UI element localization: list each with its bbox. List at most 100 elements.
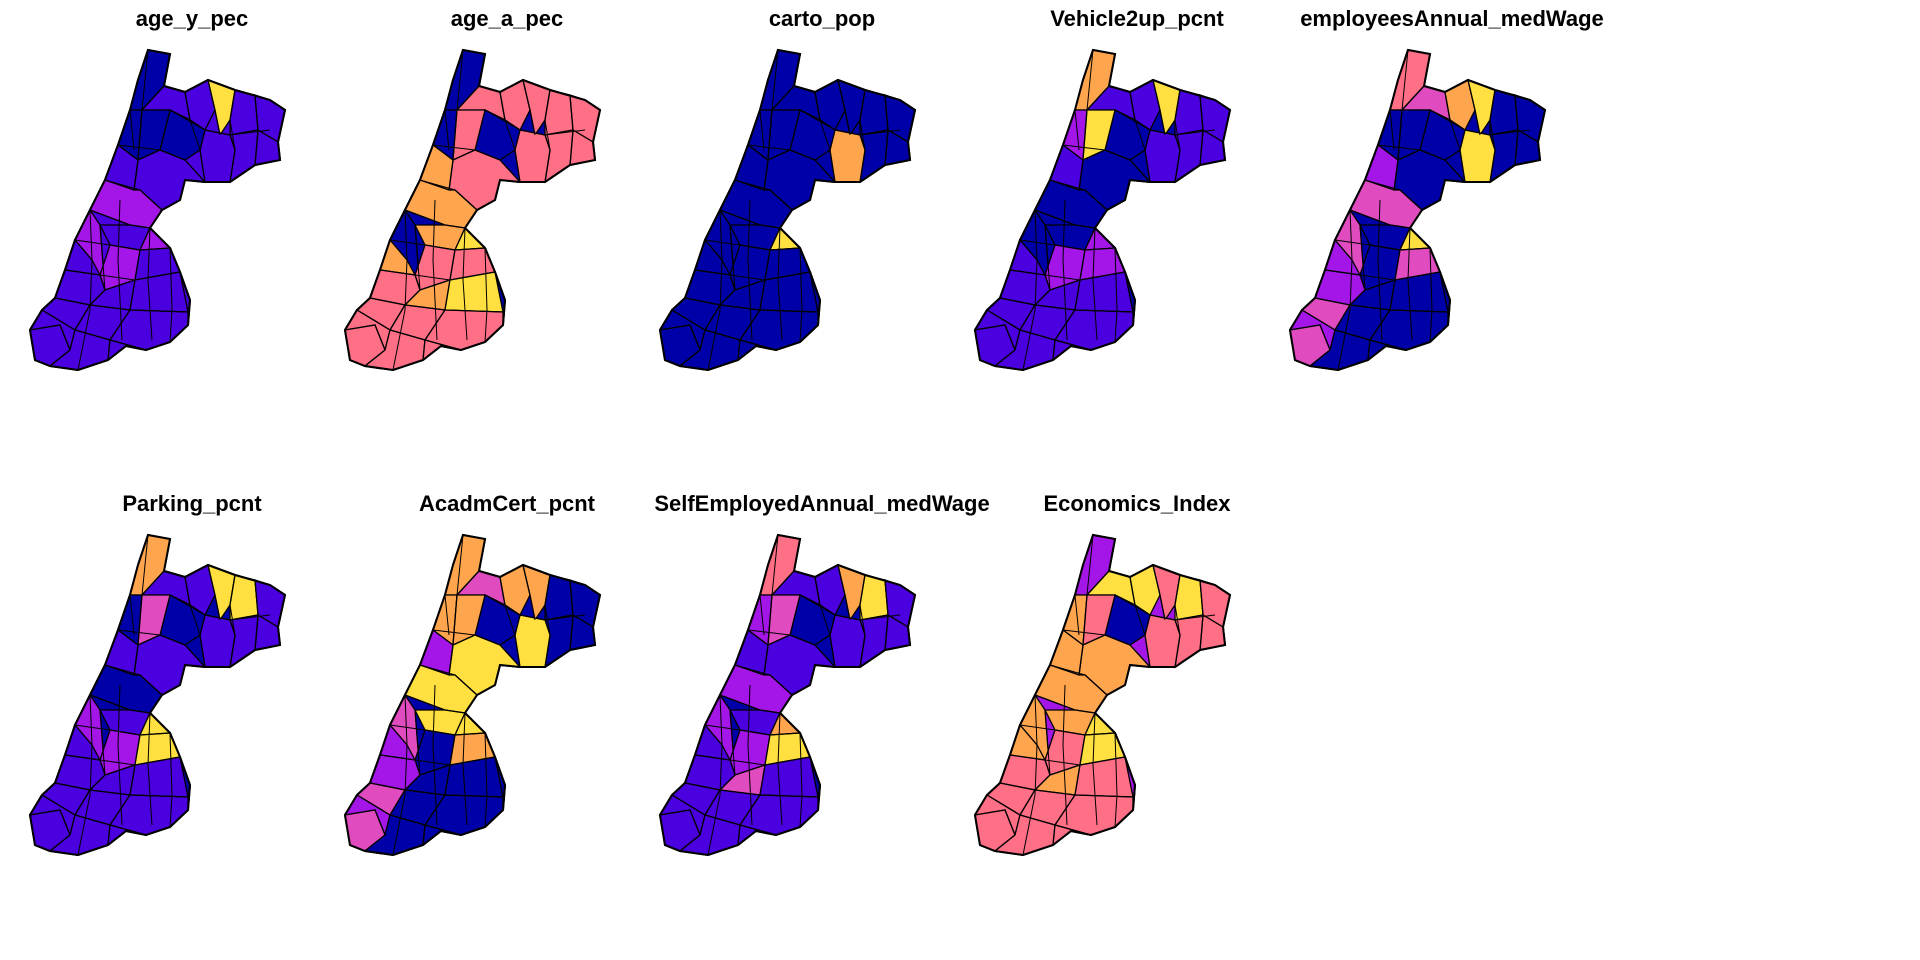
district-boundary xyxy=(747,199,753,341)
district-boundary xyxy=(1334,239,1431,251)
district-boundary xyxy=(169,247,173,343)
district-boundary xyxy=(77,694,93,856)
district-boundary xyxy=(544,89,551,183)
district-boundary xyxy=(1467,79,1481,136)
map-district xyxy=(514,129,551,183)
district-boundary xyxy=(499,91,521,183)
district-boundary xyxy=(859,89,866,183)
district-boundary xyxy=(1092,227,1098,341)
map-district xyxy=(199,614,236,668)
district-boundary xyxy=(1389,109,1395,151)
district-boundary xyxy=(1314,297,1449,313)
district-boundary xyxy=(414,224,421,291)
district-boundary xyxy=(1309,324,1331,367)
district-boundary xyxy=(763,49,779,191)
district-boundary xyxy=(147,227,153,341)
district-boundary xyxy=(522,79,536,136)
district-boundary xyxy=(444,594,450,636)
district-boundary xyxy=(1075,594,1216,621)
district-boundary xyxy=(356,794,462,836)
district-boundary xyxy=(1022,694,1038,856)
district-boundary xyxy=(1078,49,1094,191)
district-boundary xyxy=(448,534,464,676)
district-boundary xyxy=(777,712,783,826)
district-boundary xyxy=(759,594,765,636)
district-boundary xyxy=(694,269,811,281)
district-boundary xyxy=(799,247,803,343)
district-boundary xyxy=(419,664,478,696)
map-district xyxy=(514,614,551,668)
district-boundary xyxy=(814,91,836,183)
district-boundary xyxy=(569,94,574,166)
map-panel-6: Parking_pcnt xyxy=(28,491,287,857)
district-boundary xyxy=(777,227,783,341)
district-boundary xyxy=(89,694,151,714)
district-boundary xyxy=(729,709,736,776)
district-boundary xyxy=(1009,269,1126,281)
district-boundary xyxy=(419,179,478,211)
district-boundary xyxy=(1114,247,1118,343)
district-boundary xyxy=(389,239,486,251)
district-boundary xyxy=(1044,709,1051,776)
district-boundary xyxy=(734,664,793,696)
district-boundary xyxy=(499,576,521,668)
district-boundary xyxy=(432,199,438,341)
district-boundary xyxy=(707,694,723,856)
district-boundary xyxy=(1074,109,1080,151)
district-boundary xyxy=(671,309,777,351)
district-boundary xyxy=(1078,534,1094,676)
district-boundary xyxy=(671,794,777,836)
district-boundary xyxy=(1489,89,1496,183)
district-boundary xyxy=(129,594,135,636)
district-boundary xyxy=(41,794,147,836)
district-boundary xyxy=(994,324,1016,367)
district-boundary xyxy=(1174,89,1181,183)
district-boundary xyxy=(99,224,106,291)
district-boundary xyxy=(133,534,149,676)
district-boundary xyxy=(1019,239,1116,251)
district-boundary xyxy=(254,579,259,651)
district-boundary xyxy=(759,109,765,151)
map-outline xyxy=(343,533,602,857)
district-boundary xyxy=(1174,574,1181,668)
district-boundary xyxy=(369,297,504,313)
district-boundary xyxy=(719,694,781,714)
panel-title: Parking_pcnt xyxy=(122,491,262,516)
district-boundary xyxy=(814,576,836,668)
district-boundary xyxy=(1049,664,1108,696)
map-outline xyxy=(28,533,287,857)
map-outline xyxy=(658,48,917,372)
district-boundary xyxy=(129,109,135,151)
district-boundary xyxy=(1364,179,1423,211)
district-boundary xyxy=(184,91,206,183)
district-boundary xyxy=(986,794,1092,836)
district-boundary xyxy=(569,579,574,651)
district-boundary xyxy=(1377,199,1383,341)
district-boundary xyxy=(1444,91,1466,183)
district-boundary xyxy=(432,684,438,826)
district-boundary xyxy=(1152,79,1166,136)
map-panel-9: Economics_Index xyxy=(973,491,1231,857)
district-boundary xyxy=(404,694,466,714)
district-boundary xyxy=(1429,247,1433,343)
district-boundary xyxy=(707,209,723,371)
district-boundary xyxy=(679,324,701,367)
district-boundary xyxy=(684,297,819,313)
district-boundary xyxy=(1019,724,1116,736)
district-boundary xyxy=(1359,224,1366,291)
district-boundary xyxy=(719,209,781,229)
district-boundary xyxy=(859,574,866,668)
district-boundary xyxy=(462,712,468,826)
map-outline xyxy=(658,533,917,857)
district-boundary xyxy=(445,109,586,136)
map-outline xyxy=(973,48,1232,372)
district-boundary xyxy=(117,684,123,826)
district-boundary xyxy=(484,247,488,343)
panel-title: carto_pop xyxy=(769,6,875,31)
district-boundary xyxy=(74,239,171,251)
district-boundary xyxy=(392,694,408,856)
district-boundary xyxy=(1114,732,1118,828)
district-boundary xyxy=(684,782,819,798)
district-boundary xyxy=(729,224,736,291)
